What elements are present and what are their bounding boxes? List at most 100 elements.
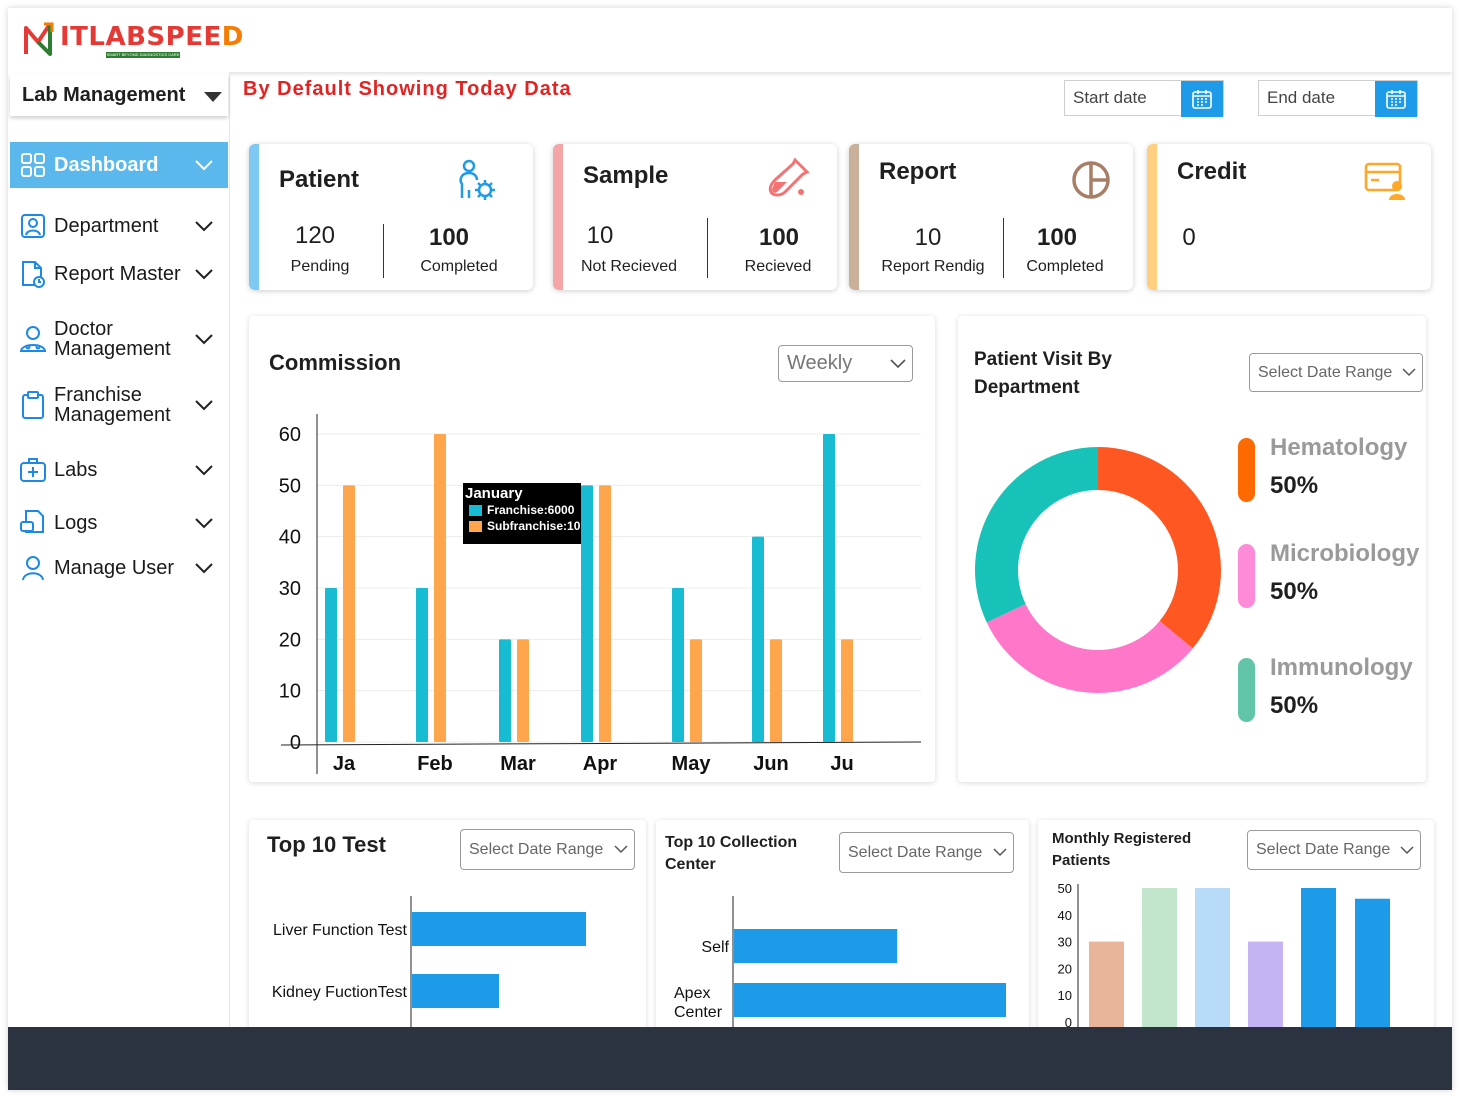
x-tick-label: Jun xyxy=(753,753,789,775)
bar-franchise xyxy=(752,536,764,742)
logo-tagline: SMART BEYOND DIAGNOSTICS CARE xyxy=(106,52,180,58)
calendar-button[interactable] xyxy=(1181,81,1223,117)
legend-percent: 50% xyxy=(1270,578,1319,605)
tooltip-title: January xyxy=(465,485,523,502)
category-label: Center xyxy=(674,1004,723,1021)
bar-franchise xyxy=(325,588,337,742)
report-pending-label: Report Rendig xyxy=(881,258,985,275)
date-range-dropdown[interactable]: Select Date Range xyxy=(1249,353,1423,392)
sidebar-item-logs[interactable]: Logs xyxy=(10,503,228,543)
app-window: ITLABSPEED SMART BEYOND DIAGNOSTICS CARE… xyxy=(8,8,1452,1090)
sample-card[interactable]: Sample 10 Not Recieved 100 Recieved xyxy=(553,144,837,290)
chevron-down-icon xyxy=(1402,368,1416,377)
legend-label: Immunology xyxy=(1270,654,1413,681)
calendar-icon xyxy=(1192,90,1212,109)
logo-mark-icon xyxy=(24,22,54,56)
sidebar-item-manage-user[interactable]: Manage User xyxy=(10,548,228,588)
bar-franchise xyxy=(499,639,511,742)
report-card[interactable]: Report 10 Report Rendig 100 Completed xyxy=(849,144,1133,290)
module-select[interactable]: Lab Management xyxy=(10,74,228,116)
credit-value: 0 xyxy=(1182,224,1196,251)
bar-franchise xyxy=(416,588,428,742)
bar-subfranchise xyxy=(690,639,702,742)
period-dropdown[interactable]: Weekly xyxy=(778,345,913,382)
y-tick-label: 60 xyxy=(279,424,301,446)
panel-title-line: Department xyxy=(974,377,1080,398)
not-received-count: 10 xyxy=(586,222,614,249)
user-icon xyxy=(22,556,44,581)
sidebar-item-dashboard[interactable]: Dashboard xyxy=(10,142,228,188)
y-tick-label: 50 xyxy=(279,475,301,497)
bar-franchise xyxy=(823,434,835,742)
report-completed-label: Completed xyxy=(1026,258,1104,275)
clipboard-icon xyxy=(22,391,44,419)
hbar xyxy=(412,912,586,946)
patient-card[interactable]: Patient 120 Pending 100 Completed xyxy=(249,144,533,290)
legend-percent: 50% xyxy=(1270,692,1319,719)
end-date-input[interactable] xyxy=(1259,88,1375,108)
panel-title: Top 10 Test xyxy=(267,832,386,857)
chevron-down-icon xyxy=(195,160,213,171)
bar-subfranchise xyxy=(517,639,529,742)
top-bar: ITLABSPEED SMART BEYOND DIAGNOSTICS CARE xyxy=(8,8,1452,72)
chevron-down-icon xyxy=(993,848,1007,857)
chevron-down-icon xyxy=(195,563,213,574)
sidebar-item-label: Franchise Management xyxy=(54,384,171,426)
y-tick-label: 50 xyxy=(1058,881,1072,896)
panel-title-line: Monthly Registered xyxy=(1052,830,1192,847)
sidebar-item-department[interactable]: Department xyxy=(10,206,228,246)
logs-icon xyxy=(20,510,44,533)
y-tick-label: 40 xyxy=(279,527,301,549)
sidebar-item-label: Department xyxy=(54,215,159,237)
sidebar-item-doctor-management[interactable]: Doctor Management xyxy=(10,312,228,366)
bar-subfranchise xyxy=(599,485,611,742)
bar-subfranchise xyxy=(770,639,782,742)
donut-slice-microbiology xyxy=(986,604,1193,693)
credit-card[interactable]: Credit 0 xyxy=(1147,144,1431,290)
sidebar-item-label: Doctor Management xyxy=(54,318,171,360)
start-date-field[interactable] xyxy=(1064,80,1224,117)
legend-swatch xyxy=(1238,658,1255,722)
x-tick-label: Ja xyxy=(333,753,356,775)
date-range-dropdown[interactable]: Select Date Range xyxy=(460,829,635,870)
card-divider xyxy=(1003,218,1004,278)
received-label: Recieved xyxy=(744,258,812,275)
top-tests-chart: Liver Function Test Kidney FuctionTest xyxy=(272,896,586,1090)
chevron-down-icon xyxy=(890,358,906,368)
panel-title-line: Center xyxy=(665,856,716,873)
card-divider xyxy=(383,224,384,278)
period-dropdown-value: Weekly xyxy=(787,352,853,374)
start-date-input[interactable] xyxy=(1065,88,1181,108)
y-tick-label: 30 xyxy=(279,578,301,600)
date-range-dropdown[interactable]: Select Date Range xyxy=(1247,830,1421,870)
sidebar-item-label: Manage User xyxy=(54,557,175,579)
category-label: Liver Function Test xyxy=(273,922,408,939)
sidebar-item-franchise-management[interactable]: Franchise Management xyxy=(10,378,228,432)
logo[interactable]: ITLABSPEED SMART BEYOND DIAGNOSTICS CARE xyxy=(22,20,243,64)
x-tick-label: Mar xyxy=(500,753,536,775)
caret-down-icon xyxy=(204,92,222,102)
card-title: Report xyxy=(879,158,957,185)
department-donut-chart xyxy=(975,447,1221,693)
chevron-down-icon xyxy=(195,269,213,280)
chevron-down-icon xyxy=(195,400,213,411)
credit-account-icon xyxy=(1364,162,1405,200)
card-title: Sample xyxy=(583,162,669,189)
not-received-label: Not Recieved xyxy=(581,258,678,275)
date-range-dropdown[interactable]: Select Date Range xyxy=(839,832,1014,873)
pending-count: 120 xyxy=(294,222,336,249)
calendar-button[interactable] xyxy=(1375,81,1417,117)
sidebar: Lab Management Dashboard Department Repo… xyxy=(8,72,230,1090)
sidebar-item-label: Report Master xyxy=(54,263,181,285)
sidebar-item-report-master[interactable]: Report Master xyxy=(10,254,228,294)
sidebar-item-labs[interactable]: Labs xyxy=(10,450,228,490)
tooltip-line-franchise: Franchise:6000 xyxy=(487,503,575,517)
legend-swatch xyxy=(1238,544,1255,608)
end-date-field[interactable] xyxy=(1258,80,1418,117)
x-tick-label: May xyxy=(672,753,712,775)
panel-title-line: Patient Visit By xyxy=(974,349,1112,370)
category-label: Self xyxy=(701,939,729,956)
sidebar-item-label: Logs xyxy=(54,512,98,534)
test-tube-icon xyxy=(768,157,810,197)
legend-percent: 50% xyxy=(1270,472,1319,499)
